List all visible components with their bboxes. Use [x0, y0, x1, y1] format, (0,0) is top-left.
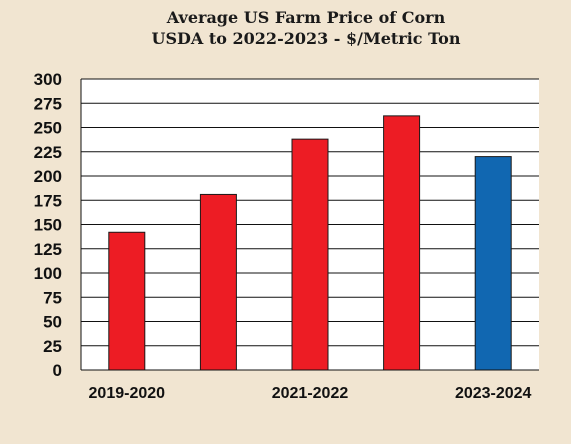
bar-2020-2021 — [199, 193, 237, 371]
bar-2021-2022 — [291, 138, 329, 371]
x-tick-label: 2023-2024 — [455, 385, 532, 402]
bar-2023-2024 — [474, 156, 512, 371]
x-tick-label: 2019-2020 — [89, 385, 166, 402]
y-tick-label: 0 — [53, 361, 62, 380]
y-tick-label: 225 — [34, 143, 62, 162]
y-tick-label: 175 — [34, 191, 62, 210]
y-tick-label: 25 — [43, 337, 62, 356]
y-tick-label: 275 — [34, 94, 62, 113]
bars — [108, 115, 512, 371]
chart-title: Average US Farm Price of Corn — [166, 8, 446, 27]
y-tick-label: 100 — [34, 264, 62, 283]
x-axis-ticks: 2019-2020 2021-2022 2023-2024 — [89, 385, 532, 402]
y-axis-ticks: 0 25 50 75 100 125 150 175 200 225 250 275 300 — [34, 70, 62, 380]
y-tick-label: 200 — [34, 167, 62, 186]
bar-2019-2020 — [108, 231, 146, 371]
y-tick-label: 125 — [34, 240, 62, 259]
x-tick-label: 2021-2022 — [272, 385, 349, 402]
y-tick-label: 50 — [43, 313, 62, 332]
y-tick-label: 150 — [34, 216, 62, 235]
y-tick-label: 300 — [34, 70, 62, 89]
chart-subtitle: USDA to 2022-2023 - $/Metric Ton — [152, 29, 461, 48]
bar-2022-2023 — [383, 115, 421, 371]
y-tick-label: 250 — [34, 119, 62, 138]
y-tick-label: 75 — [43, 288, 62, 307]
